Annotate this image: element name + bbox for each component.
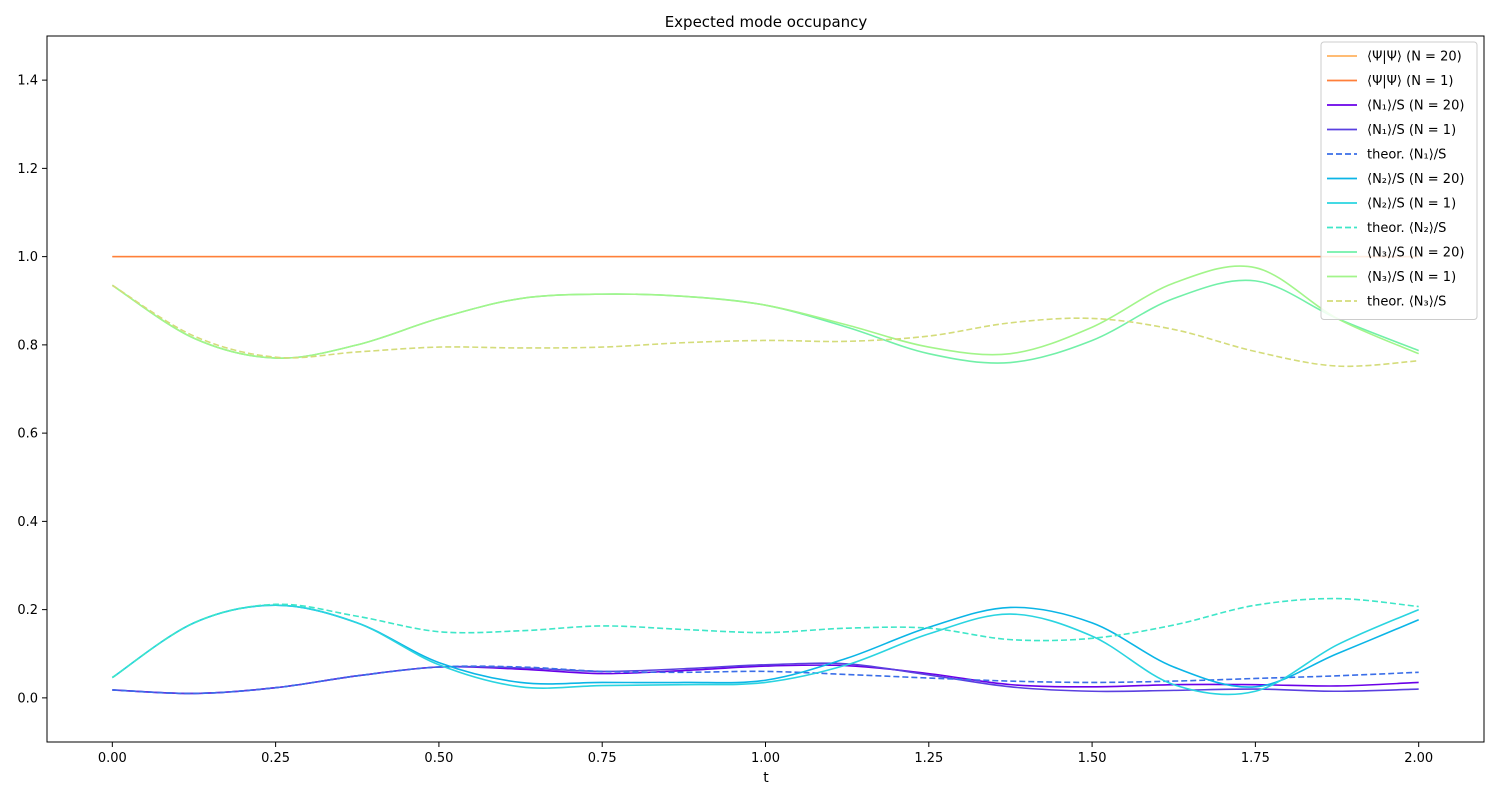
y-tick-label: 1.0 [17, 250, 38, 265]
y-tick-label: 0.6 [17, 427, 38, 442]
legend-label: theor. ⟨N₂⟩/S [1367, 221, 1446, 236]
axes: 0.00 0.25 0.50 0.75 1.00 1.25 1.50 1.75 2.00 0.0 0… [17, 74, 1433, 766]
y-tick-label: 0.8 [17, 338, 38, 353]
series-line-7 [111, 597, 1419, 679]
x-tick-label: 1.25 [914, 751, 943, 766]
plot-area [111, 255, 1419, 696]
x-tick-label: 1.75 [1241, 751, 1270, 766]
legend-box [1320, 41, 1478, 320]
series-line-3 [112, 662, 1419, 695]
y-tick-label: 0.2 [17, 603, 38, 618]
y-tick-label: 0.0 [17, 691, 38, 706]
x-tick-label: 2.00 [1404, 751, 1433, 766]
x-tick-label: 0.50 [424, 751, 453, 766]
x-tick-label: 1.00 [751, 751, 780, 766]
y-tick-label: 0.4 [17, 515, 38, 530]
x-tick-label: 0.00 [98, 751, 127, 766]
x-tick-label: 0.75 [588, 751, 617, 766]
x-tick-label: 1.50 [1078, 751, 1107, 766]
series-line-4 [112, 665, 1419, 695]
legend-label: ⟨N₃⟩/S (N = 1) [1367, 270, 1456, 285]
series-line-10 [111, 284, 1419, 368]
legend-label: ⟨Ψ|Ψ⟩ (N = 1) [1367, 74, 1453, 89]
series-line-5 [111, 604, 1419, 688]
legend-label: ⟨N₁⟩/S (N = 1) [1367, 123, 1456, 138]
legend-label: ⟨N₃⟩/S (N = 20) [1367, 246, 1464, 261]
legend: ⟨Ψ|Ψ⟩ (N = 20) ⟨Ψ|Ψ⟩ (N = 1) ⟨N₁⟩/S (N = 2… [1320, 41, 1478, 320]
y-tick-label: 1.2 [17, 162, 38, 177]
y-tick-label: 1.4 [17, 74, 38, 89]
legend-label: ⟨Ψ|Ψ⟩ (N = 20) [1367, 50, 1462, 65]
series-line-6 [111, 604, 1419, 696]
chart-title: Expected mode occupancy [665, 13, 868, 31]
legend-label: ⟨N₂⟩/S (N = 1) [1367, 197, 1456, 212]
legend-label: ⟨N₁⟩/S (N = 20) [1367, 99, 1464, 114]
series-line-9 [111, 265, 1419, 359]
legend-label: theor. ⟨N₃⟩/S [1367, 295, 1446, 310]
x-axis-label: t [763, 770, 769, 786]
x-tick-label: 0.25 [261, 751, 290, 766]
legend-label: ⟨N₂⟩/S (N = 20) [1367, 172, 1464, 187]
legend-label: theor. ⟨N₁⟩/S [1367, 148, 1446, 163]
series-line-8 [111, 279, 1419, 364]
plot-frame [46, 35, 1485, 743]
